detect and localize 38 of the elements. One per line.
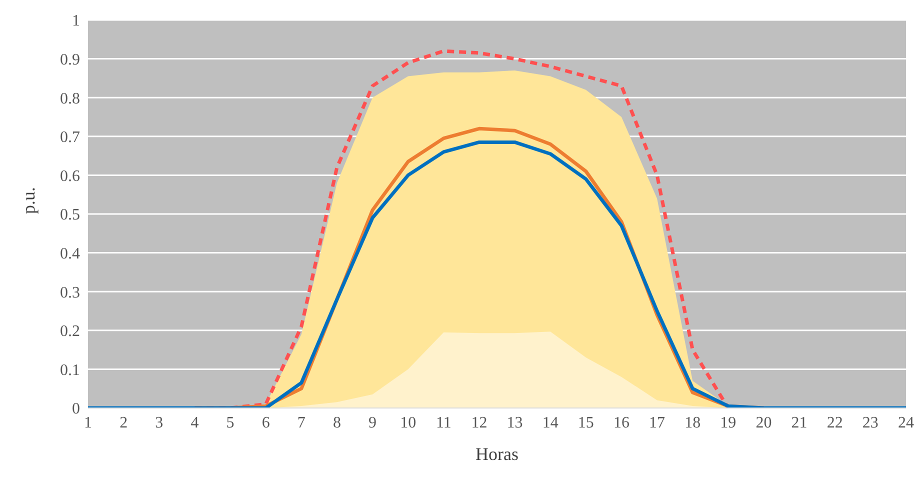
x-tick-label: 14 bbox=[542, 414, 558, 432]
x-tick-label: 22 bbox=[826, 414, 843, 432]
y-tick-label: 1 bbox=[72, 12, 80, 30]
y-tick-label: 0.7 bbox=[60, 129, 80, 146]
x-tick-label: 11 bbox=[436, 414, 452, 432]
x-tick-label: 1 bbox=[84, 414, 92, 432]
x-tick-label: 3 bbox=[155, 414, 164, 432]
x-tick-label: 16 bbox=[613, 414, 630, 432]
line-series bbox=[88, 140, 906, 408]
x-tick-label: 4 bbox=[190, 414, 199, 432]
x-tick-label: 24 bbox=[898, 414, 914, 432]
x-tick-label: 23 bbox=[862, 414, 878, 432]
x-tick-label: 10 bbox=[400, 414, 416, 432]
x-tick-label: 8 bbox=[332, 414, 341, 432]
y-tick-label: 0.2 bbox=[60, 323, 80, 340]
y-tick-label: 0 bbox=[72, 400, 80, 418]
x-tick-label: 6 bbox=[262, 414, 270, 432]
y-tick-label: 0.9 bbox=[60, 51, 80, 68]
x-tick-label: 19 bbox=[720, 414, 736, 432]
y-tick-label: 0.4 bbox=[60, 245, 80, 262]
x-tick-label: 18 bbox=[684, 414, 701, 432]
x-tick-label: 2 bbox=[120, 414, 128, 432]
x-tick-label: 9 bbox=[368, 414, 377, 432]
x-axis-title: Horas bbox=[476, 444, 518, 464]
y-axis-title: p.u. bbox=[18, 187, 38, 214]
x-tick-label: 21 bbox=[791, 414, 808, 432]
y-tick-label: 0.3 bbox=[60, 284, 80, 302]
x-tick-label: 7 bbox=[297, 414, 306, 432]
y-tick-label: 0.6 bbox=[60, 168, 80, 185]
x-tick-label: 20 bbox=[756, 414, 772, 432]
y-tick-label: 0.1 bbox=[60, 362, 80, 379]
y-tick-label: 0.8 bbox=[60, 90, 80, 108]
y-tick-label: 0.5 bbox=[60, 206, 80, 224]
x-tick-label: 5 bbox=[226, 414, 234, 432]
x-tick-label: 13 bbox=[506, 414, 523, 432]
x-tick-label: 12 bbox=[471, 414, 488, 432]
x-tick-label: 15 bbox=[578, 414, 594, 432]
x-tick-label: 17 bbox=[649, 414, 666, 432]
